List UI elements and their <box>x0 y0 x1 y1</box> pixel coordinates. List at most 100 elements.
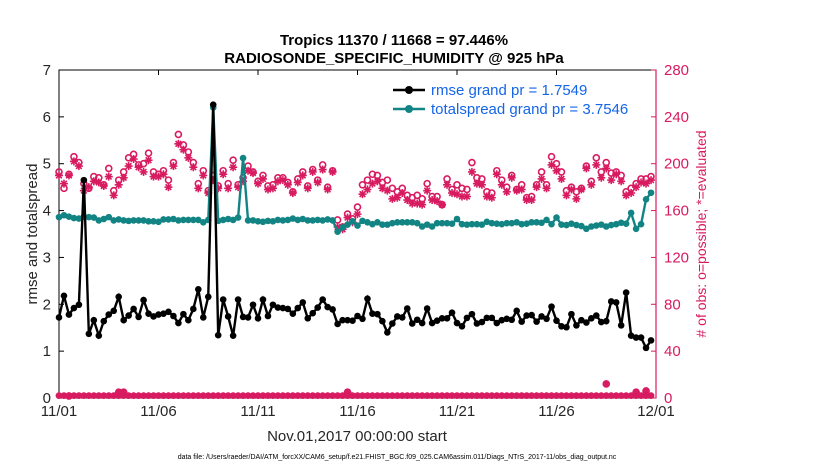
totalspread-point <box>264 217 272 225</box>
rmse-point <box>418 319 426 327</box>
zero-eval-point <box>145 392 152 399</box>
zero-eval-point <box>428 392 436 399</box>
x-axis: 11/01 11/06 11/11 11/16 11/21 11/26 12/01 <box>41 70 675 420</box>
rmse-point <box>294 304 302 312</box>
evaluated-obs-point <box>413 199 422 208</box>
zero-eval-point <box>85 392 93 399</box>
evaluated-obs-point <box>572 194 581 203</box>
totalspread-point <box>558 221 565 228</box>
totalspread-point <box>468 220 476 228</box>
rmse-point <box>100 317 108 325</box>
totalspread-point <box>254 218 262 225</box>
totalspread-point <box>120 217 127 224</box>
evaluated-obs-point <box>492 170 501 179</box>
evaluated-obs-point <box>119 173 128 182</box>
evaluated-obs-point <box>542 184 551 193</box>
rmse-point <box>637 334 645 341</box>
totalspread-point <box>90 214 98 221</box>
evaluated-obs-point <box>597 173 606 182</box>
evaluated-obs-point <box>124 162 133 171</box>
evaluated-obs-point <box>104 172 113 181</box>
evaluated-obs-point <box>303 184 312 193</box>
evaluated-obs-point <box>642 179 651 188</box>
evaluated-obs-point <box>507 173 516 182</box>
totalspread-point <box>95 217 103 224</box>
zero-eval-point <box>468 392 476 399</box>
evaluated-obs-point <box>373 177 382 186</box>
rmse-point <box>528 311 535 319</box>
zero-eval-point <box>125 392 132 399</box>
totalspread-point <box>612 220 620 228</box>
rmse-point <box>70 304 78 312</box>
evaluated-obs-point <box>502 187 511 196</box>
totalspread-point <box>617 219 625 227</box>
evaluated-obs-point <box>55 171 63 180</box>
totalspread-point <box>180 216 187 224</box>
rmse-point <box>453 319 461 327</box>
evaluated-obs-point <box>164 183 173 192</box>
totalspread-point <box>224 215 232 223</box>
evaluated-obs-point <box>607 176 616 185</box>
totalspread-point <box>165 216 172 223</box>
zero-eval-point <box>384 392 391 399</box>
rmse-point <box>125 312 132 319</box>
evaluated-obs-point <box>557 174 566 183</box>
totalspread-point <box>394 218 401 226</box>
rmse-point <box>344 316 351 324</box>
y-axis-label-right: # of obs: o=possible; *=evaluated <box>693 130 709 337</box>
rmse-point <box>428 319 436 327</box>
evaluated-obs-point <box>229 163 238 172</box>
totalspread-point <box>70 214 78 222</box>
possible-obs-point <box>104 164 113 173</box>
y-tick-label-right: 40 <box>664 343 681 360</box>
zero-eval-point <box>190 392 197 399</box>
rmse-point <box>627 332 635 339</box>
y-tick-label-right: 0 <box>664 390 672 407</box>
totalspread-point <box>448 220 456 227</box>
totalspread-point <box>140 217 147 224</box>
zero-eval-point <box>140 392 147 399</box>
possible-obs-point <box>353 203 362 211</box>
rmse-point <box>593 312 600 319</box>
legend-entry-totalspread: totalspread grand pr = 3.7546 <box>431 101 628 118</box>
rmse-point <box>224 313 232 320</box>
evaluated-obs-point <box>467 167 476 176</box>
evaluated-obs-point <box>114 180 123 189</box>
rmse-point <box>234 296 242 303</box>
totalspread-point <box>533 218 540 226</box>
x-tick-label: 11/16 <box>339 403 375 420</box>
totalspread-point <box>125 217 132 225</box>
y-axis-label-left: rmse and totalspread <box>24 164 41 305</box>
totalspread-point <box>513 218 520 226</box>
rmse-point <box>518 318 525 325</box>
zero-eval-point <box>339 392 346 399</box>
zero-eval-point <box>299 392 306 399</box>
totalspread-point <box>503 219 511 227</box>
evaluated-obs-point <box>174 139 183 148</box>
zero-eval-point <box>622 392 630 399</box>
zero-eval-point <box>254 392 262 399</box>
totalspread-point <box>110 217 118 224</box>
totalspread-point <box>493 220 501 227</box>
evaluated-obs-point <box>358 190 367 199</box>
totalspread-point <box>269 218 277 225</box>
evaluated-obs-point <box>219 170 228 179</box>
evaluated-obs-point <box>313 178 322 187</box>
totalspread-point <box>160 216 167 223</box>
totalspread-point <box>304 217 312 224</box>
totalspread-point <box>150 218 157 225</box>
totalspread-point <box>259 218 267 226</box>
totalspread-point <box>294 216 302 224</box>
evaluated-obs-point <box>64 171 73 180</box>
rmse-point <box>165 308 172 316</box>
rmse-point <box>379 317 386 325</box>
evaluated-obs-point <box>632 183 641 192</box>
totalspread-point <box>274 216 282 224</box>
evaluated-obs-point <box>343 213 352 222</box>
evaluated-obs-point <box>74 162 83 171</box>
possible-obs-point <box>164 176 173 184</box>
rmse-point <box>642 344 650 352</box>
zero-eval-point <box>284 392 292 399</box>
evaluated-obs-point <box>647 176 656 185</box>
